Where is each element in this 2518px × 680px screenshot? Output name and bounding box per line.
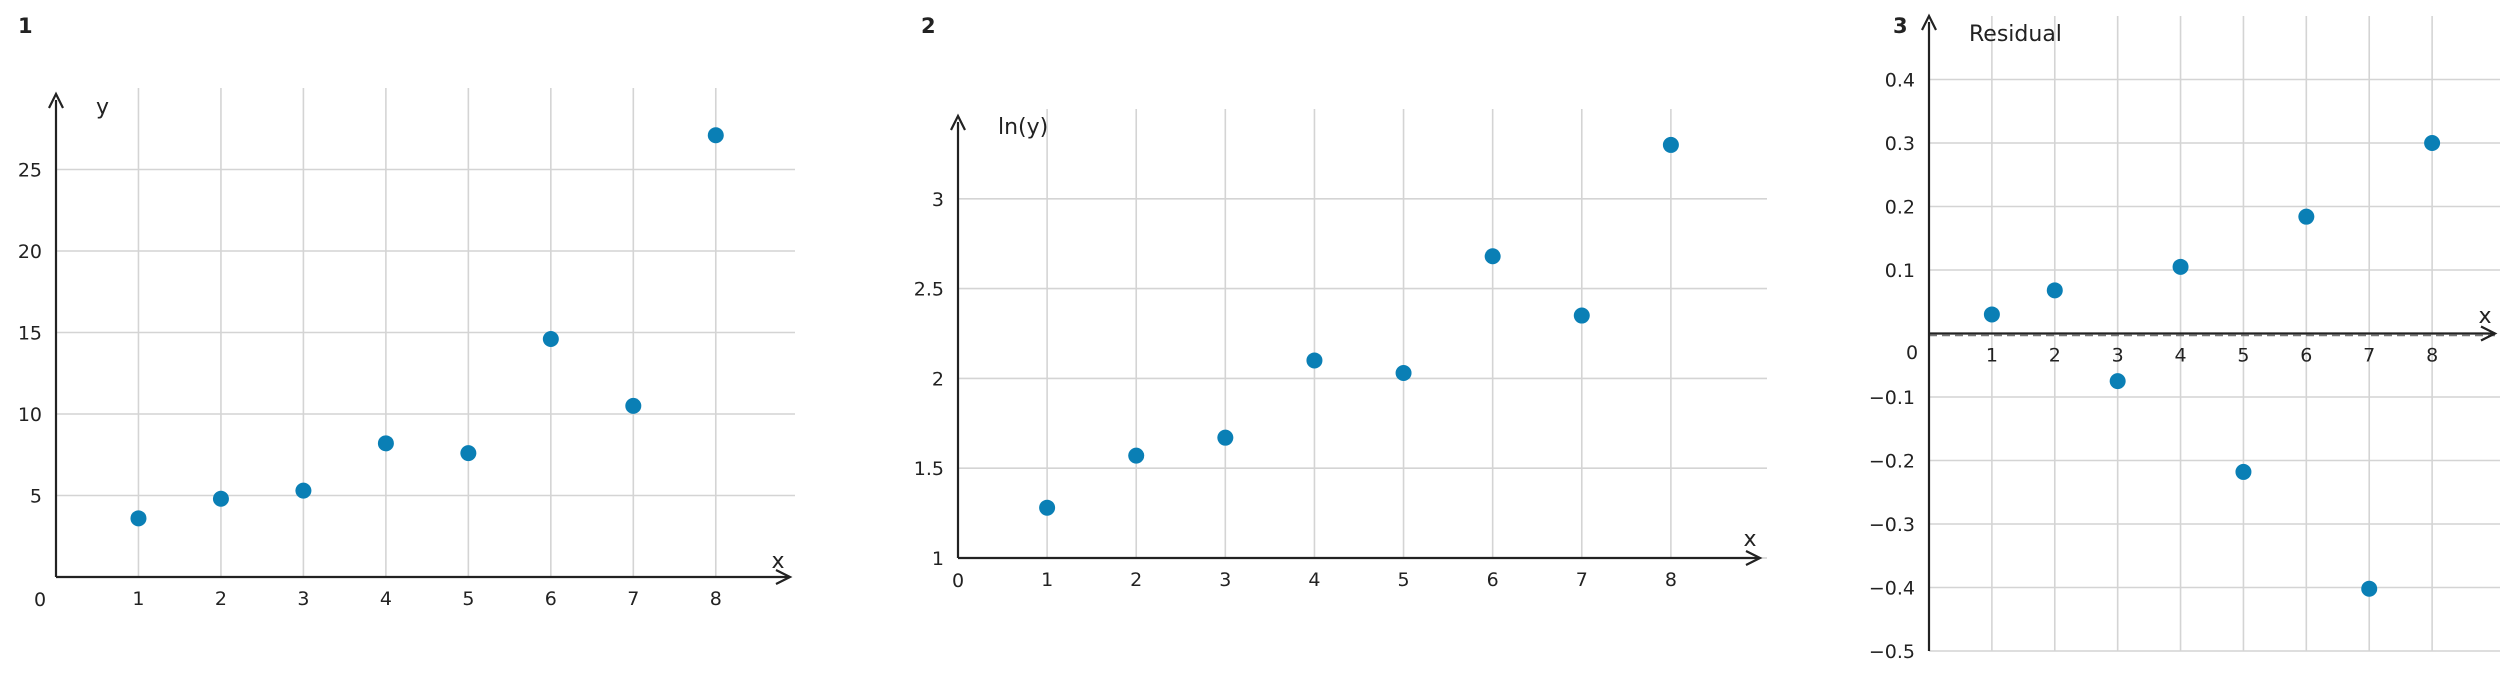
chart-3-x-tick-label: 1 [1986,345,1998,367]
chart-1-panel-label: 1 [18,14,33,38]
chart-2-y-axis-title: ln(y) [998,115,1048,140]
chart-2-data-point [1395,365,1412,382]
chart-3-y-tick-label: 0.2 [1885,197,1915,219]
chart-2-data-point [1662,136,1679,153]
chart-2-data-point [1217,429,1234,446]
chart-1-data-point [625,397,642,414]
chart-2-y-axis-arrow [950,113,966,131]
chart-1-x-tick-label: 8 [710,588,722,610]
chart-1-data-point [542,331,559,348]
chart-2-x-tick-label: 1 [1041,569,1053,591]
chart-2-x-tick-label: 5 [1398,569,1410,591]
chart-3-x-tick-label: 8 [2426,345,2438,367]
chart-3-panel-label: 3 [1893,14,1908,38]
chart-1-y-axis-arrow [48,91,64,109]
chart-3-y-tick-label: −0.5 [1869,641,1915,663]
chart-2-panel-label: 2 [921,14,936,38]
chart-1-y-tick-label: 25 [18,160,42,182]
chart-3-y-tick-label: −0.2 [1869,451,1915,473]
chart-2-data-point [1484,248,1501,265]
chart-1-data-point [130,510,147,527]
chart-3-x-tick-label: 7 [2363,345,2375,367]
chart-3-y-axis-arrow [1921,13,1937,31]
chart-1-y-axis-title: y [96,95,109,120]
chart-3-x-axis-title: x [2478,304,2491,329]
chart-1-data-point [707,127,724,144]
chart-1-y-tick-label: 15 [18,323,42,345]
chart-3-y-tick-label: 0.3 [1885,133,1915,155]
chart-1-x-axis-arrow [775,569,793,585]
chart-3-y-tick-label: −0.1 [1869,387,1915,409]
chart-2-x-tick-label: 7 [1576,569,1588,591]
chart-3-y-axis-title: Residual [1969,22,2062,47]
chart-2-x-tick-label: 3 [1219,569,1231,591]
chart-1-y-tick-label: 5 [30,486,42,508]
chart-1-x-tick-label: 7 [627,588,639,610]
chart-3-x-axis-arrow [2480,325,2498,342]
chart-3-x-tick-label: 6 [2300,345,2312,367]
chart-2-data-point [1573,307,1590,324]
chart-3-x-tick-label: 5 [2237,345,2249,367]
chart-3-x-tick-label: 2 [2049,345,2061,367]
chart-1-x-tick-label: 4 [380,588,392,610]
chart-1-x-tick-label: 5 [462,588,474,610]
chart-3-y-tick-label: 0.1 [1885,260,1915,282]
chart-1-x-tick-label: 6 [545,588,557,610]
chart-2-x-tick-label: 8 [1665,569,1677,591]
chart-1-y-tick-label: 10 [18,404,42,426]
chart-1-data-point [460,445,477,462]
chart-1-x-axis-title: x [771,549,784,574]
chart-2-x-tick-label: 4 [1308,569,1320,591]
chart-3-data-point [2172,258,2189,275]
chart-3-data-point [1983,306,2000,323]
chart-1-data-point [377,435,394,452]
chart-panel-3: 1 2 3 4 5 6 7 8 −0.5 −0.4 −0.3 −0.2 −0.1 0.1 0.2 0.3 0.4… [1869,13,2500,663]
chart-2-y-tick-label: 2 [932,368,944,390]
chart-2-x-tick-label: 2 [1130,569,1142,591]
chart-1-data-point [295,482,312,499]
chart-1-data-point [212,490,229,507]
chart-panel-1: 1 2 3 4 5 6 7 8 5 10 15 20 25 0 y x 1 [18,14,795,611]
chart-3-origin-label: 0 [1906,342,1918,364]
chart-3-data-point [2424,135,2441,151]
chart-2-origin-label: 0 [952,570,964,592]
chart-3-y-tick-label: −0.3 [1869,514,1915,536]
chart-3-y-tick-label: −0.4 [1869,578,1915,600]
chart-2-x-axis-arrow [1745,550,1763,566]
chart-2-y-tick-label: 2.5 [914,279,944,301]
chart-2-data-point [1306,352,1323,369]
chart-2-x-tick-label: 6 [1487,569,1499,591]
chart-3-data-point [2361,580,2378,597]
chart-2-y-tick-label: 3 [932,189,944,211]
chart-2-data-point [1039,499,1056,516]
chart-3-y-tick-label: 0.4 [1885,70,1915,92]
chart-1-origin-label: 0 [34,589,46,611]
chart-3-x-tick-label: 3 [2112,345,2124,367]
chart-2-y-tick-label: 1 [932,548,944,570]
chart-3-data-point [2046,282,2063,299]
chart-3-data-point [2109,373,2126,390]
chart-2-data-point [1128,447,1145,464]
chart-panel-2: 1 2 3 4 5 6 7 8 1 1.5 2 2.5 3 0 ln(y) x 2 [914,14,1767,592]
chart-3-x-tick-label: 4 [2175,345,2187,367]
chart-1-x-tick-label: 2 [215,588,227,610]
chart-3-data-point [2235,463,2252,480]
chart-1-x-tick-label: 3 [297,588,309,610]
chart-2-y-tick-label: 1.5 [914,458,944,480]
chart-2-x-axis-title: x [1743,527,1756,552]
chart-1-y-tick-label: 20 [18,241,42,263]
chart-3-data-point [2298,208,2315,225]
chart-1-x-tick-label: 1 [132,588,144,610]
